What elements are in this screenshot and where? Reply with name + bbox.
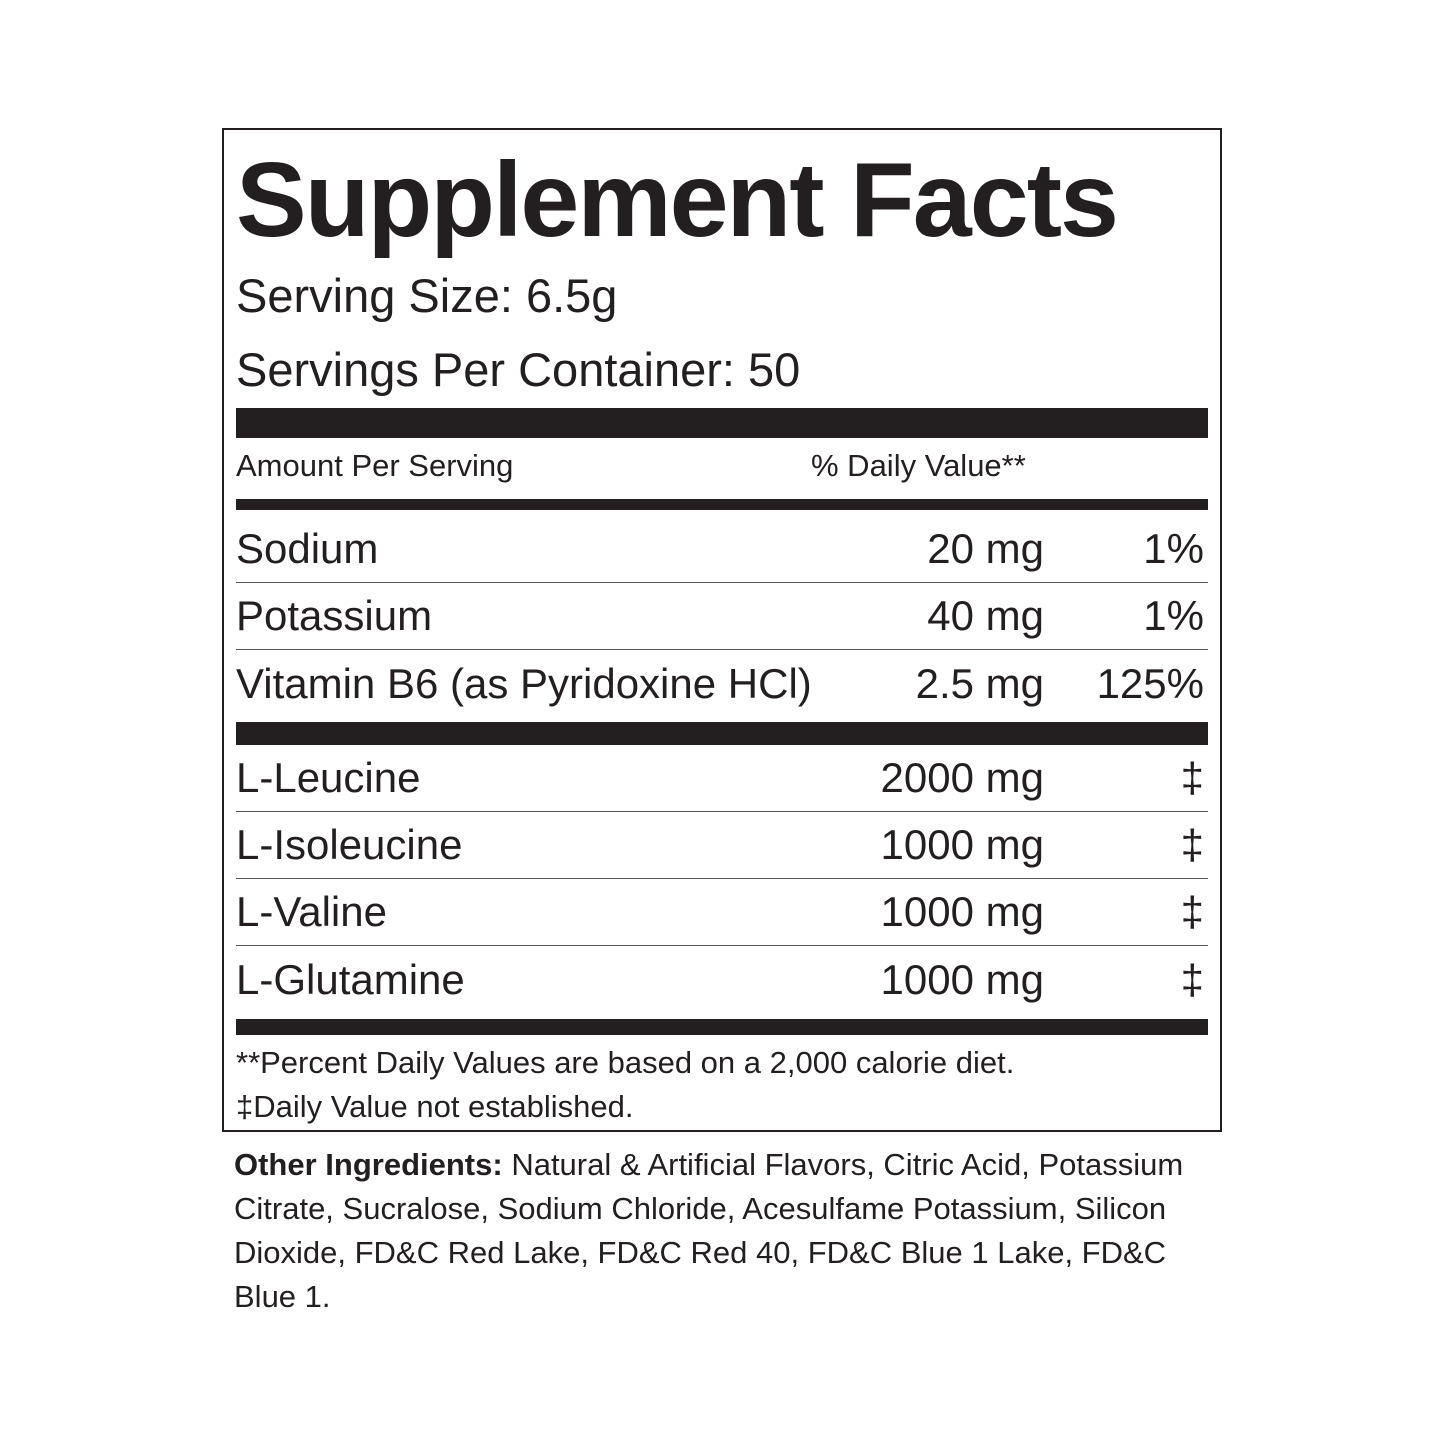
- ingredient-row: L-Isoleucine 1000 mg ‡: [236, 812, 1208, 879]
- other-ingredients-text: Natural & Artificial Flavors, Citric Aci…: [234, 1147, 1184, 1314]
- nutrient-row: Vitamin B6 (as Pyridoxine HCl) 2.5 mg 125%: [236, 659, 1204, 707]
- ingredient-row: L-Glutamine 1000 mg ‡: [236, 955, 1204, 1003]
- ingredient-row: L-Leucine 2000 mg ‡: [236, 745, 1208, 812]
- footnotes: **Percent Daily Values are based on a 2,…: [236, 1041, 1208, 1129]
- daily-value-label: % Daily Value**: [811, 448, 1026, 483]
- nutrient-list: Sodium 20 mg 1% Potassium 40 mg 1% Vitamin B…: [236, 516, 1208, 717]
- serving-size: Serving Size: 6.5g: [236, 269, 618, 322]
- supplement-facts-panel: Supplement Facts Serving Size: 6.5g Serv…: [222, 128, 1222, 1132]
- nutrient-row: Potassium 40 mg 1%: [236, 583, 1208, 650]
- amount-per-serving-label: Amount Per Serving: [236, 448, 514, 483]
- panel-title: Supplement Facts: [236, 141, 1119, 259]
- ingredient-row: L-Valine 1000 mg ‡: [236, 879, 1208, 946]
- ingredient-list: L-Leucine 2000 mg ‡ L-Isoleucine 1000 mg ‡ L…: [236, 745, 1208, 1013]
- servings-per-container: Servings Per Container: 50: [236, 343, 801, 396]
- thick-divider: [236, 722, 1208, 745]
- nutrient-row: Sodium 20 mg 1%: [236, 516, 1208, 583]
- thick-divider: [236, 408, 1208, 438]
- thick-divider: [236, 1019, 1208, 1035]
- other-ingredients: Other Ingredients: Natural & Artificial …: [234, 1143, 1224, 1319]
- column-header: Amount Per Serving % Daily Value**: [236, 446, 1208, 486]
- footnote-daily-values: **Percent Daily Values are based on a 2,…: [236, 1045, 1015, 1080]
- other-ingredients-label: Other Ingredients:: [234, 1147, 503, 1182]
- medium-divider: [236, 499, 1208, 510]
- footnote-not-established: ‡Daily Value not established.: [236, 1089, 634, 1124]
